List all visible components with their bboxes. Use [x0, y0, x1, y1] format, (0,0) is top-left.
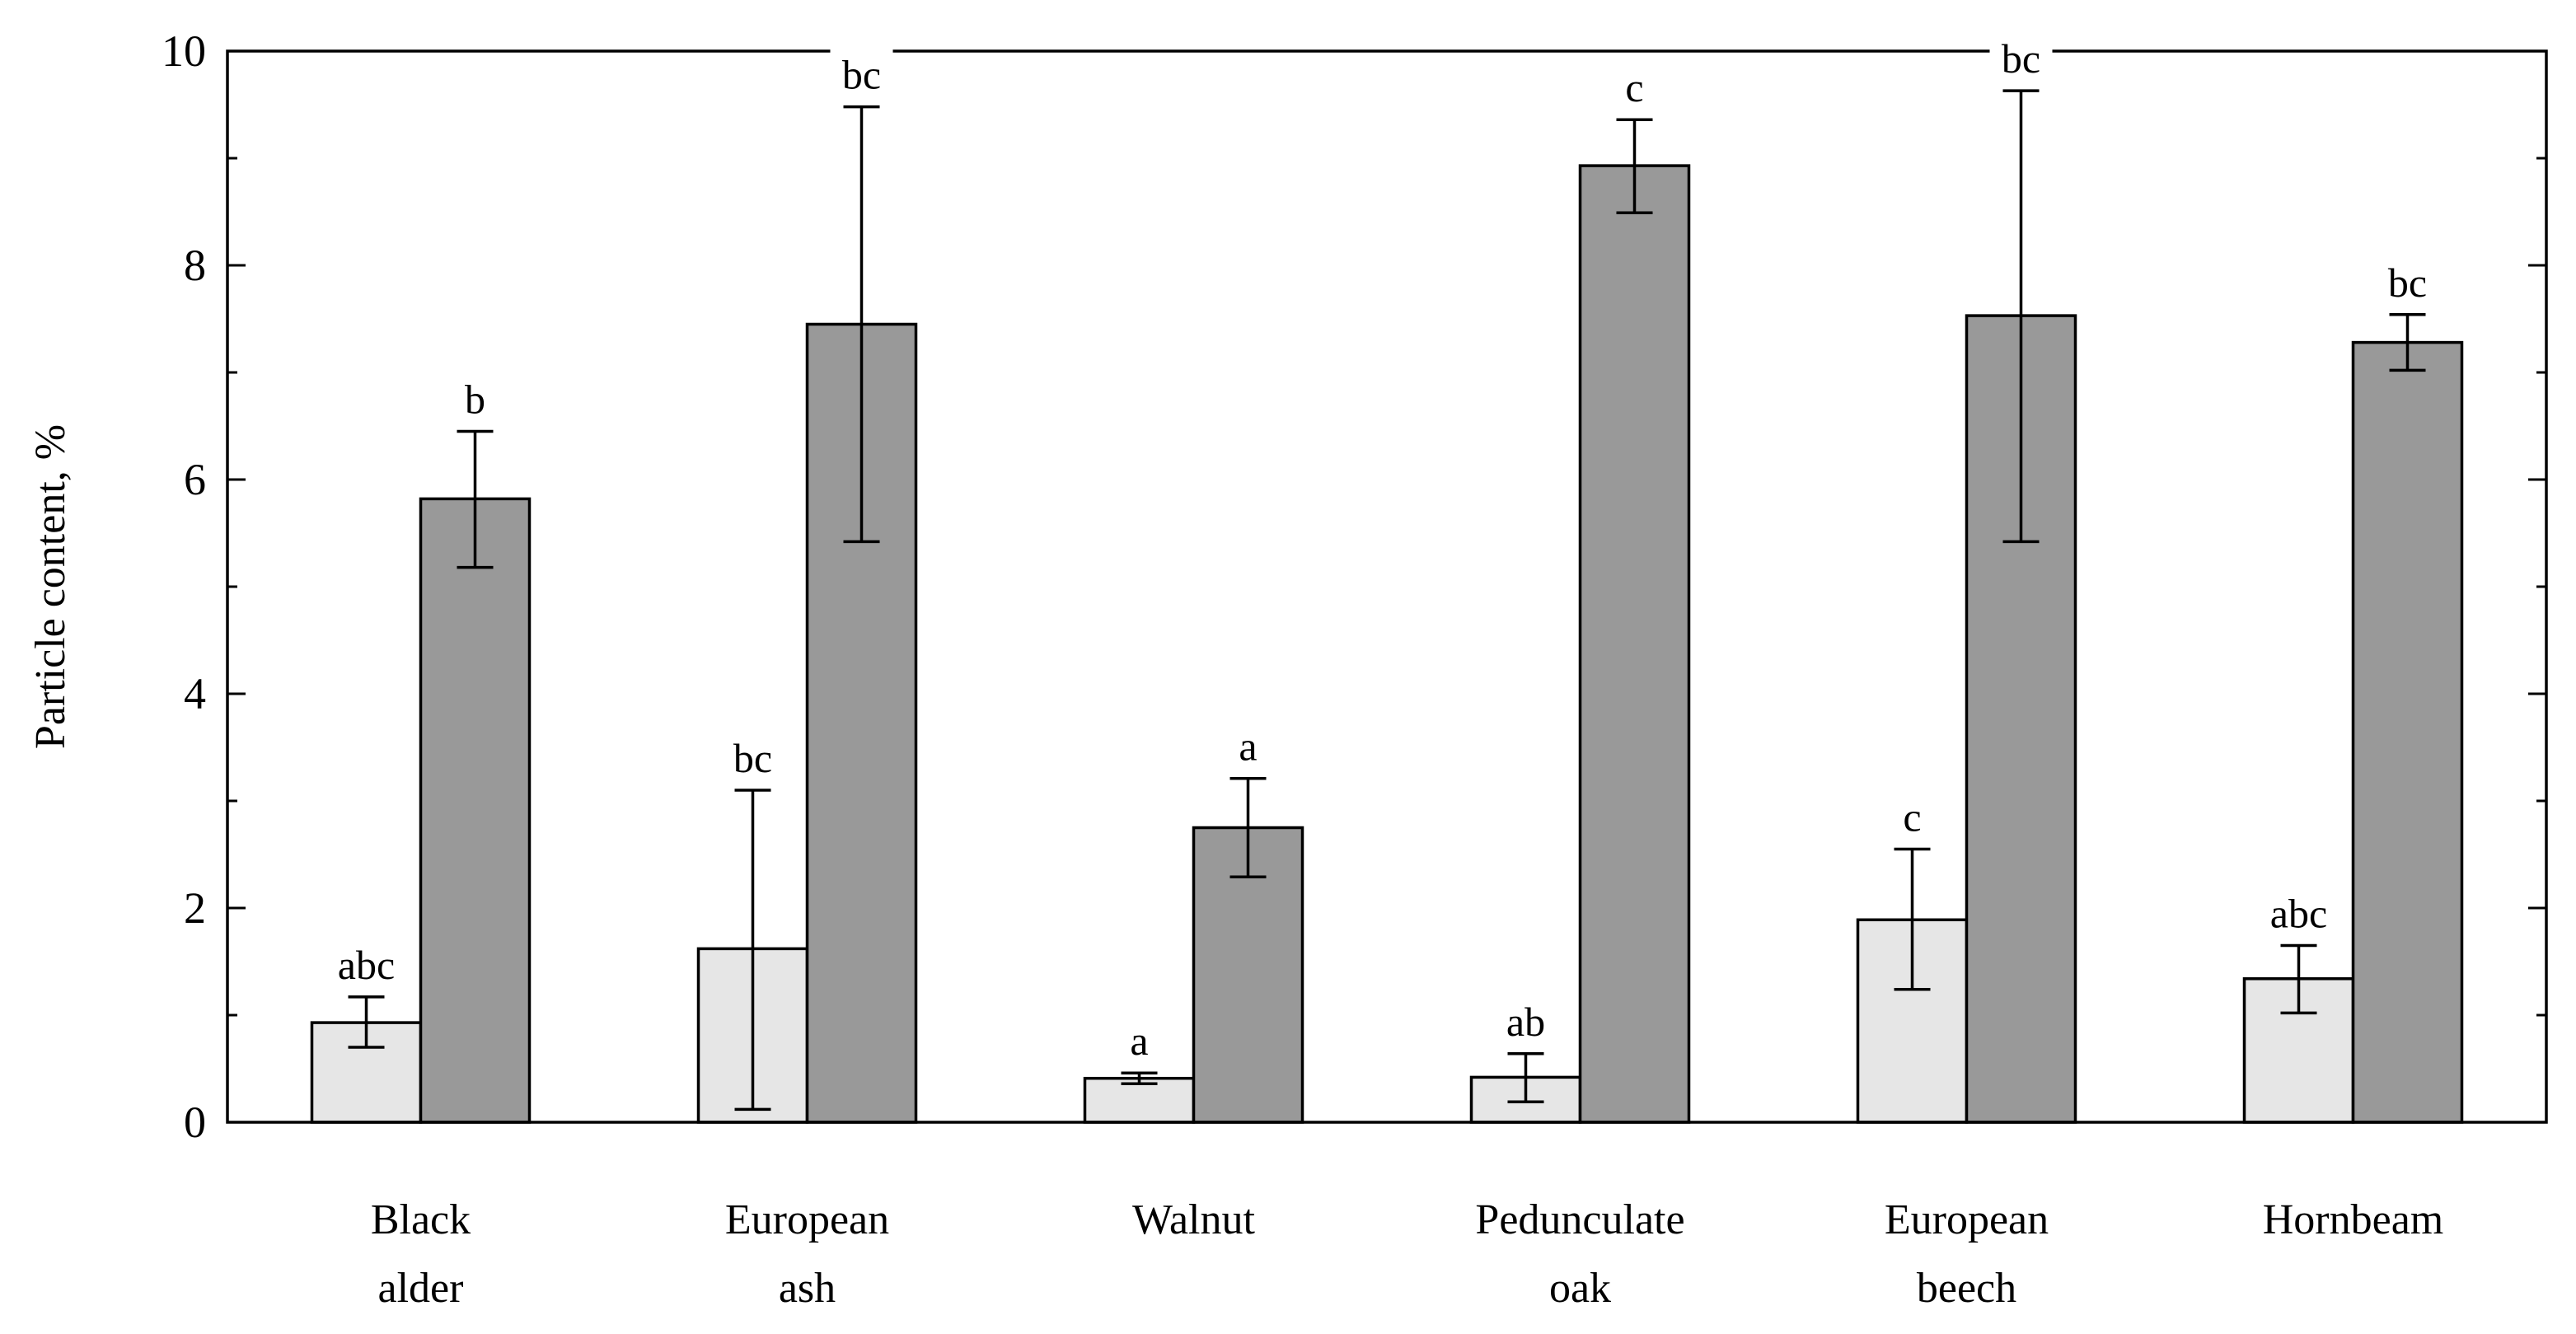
category-label: Pedunculate	[1475, 1196, 1684, 1243]
category-label-line2: oak	[1549, 1265, 1611, 1312]
significance-label: b	[465, 377, 485, 423]
category-label-line2: beech	[1917, 1265, 2016, 1312]
bars-layer	[310, 164, 2464, 1124]
significance-label: bc	[733, 735, 772, 781]
category-label: Walnut	[1132, 1196, 1255, 1243]
y-tick-label: 2	[184, 883, 206, 933]
y-axis-label: Particle content, %	[27, 424, 74, 749]
significance-label: a	[1239, 723, 1257, 770]
significance-label: bc	[2388, 260, 2427, 306]
significance-label: abc	[2270, 891, 2327, 937]
y-tick-label: 4	[184, 669, 206, 718]
significance-label: c	[1625, 64, 1643, 110]
category-label: European	[1885, 1196, 2049, 1243]
category-label-line2: ash	[779, 1265, 836, 1312]
bar-dark-3	[1578, 164, 1691, 1124]
bar-dark-0	[419, 497, 532, 1124]
category-label: Hornbeam	[2263, 1196, 2443, 1243]
significance-label: abc	[338, 942, 395, 988]
y-tick-label: 10	[162, 26, 206, 76]
significance-label: c	[1903, 794, 1921, 840]
y-tick-label: 8	[184, 241, 206, 290]
ticks-layer	[227, 49, 2546, 1124]
plot-frame	[226, 49, 2548, 1124]
sig-label-knockout	[830, 43, 893, 59]
sig-label-knockout	[1989, 43, 2053, 59]
y-tick-label: 0	[184, 1098, 206, 1147]
category-label: Black	[371, 1196, 471, 1243]
y-tick-label: 6	[184, 455, 206, 504]
significance-label: bc	[842, 52, 881, 98]
category-label: European	[725, 1196, 889, 1243]
significance-label: ab	[1506, 999, 1545, 1045]
significance-label: a	[1130, 1018, 1148, 1064]
bar-dark-5	[2351, 340, 2464, 1124]
error-bars-layer	[348, 89, 2426, 1112]
significance-label: bc	[2002, 35, 2040, 82]
category-label-line2: alder	[378, 1265, 464, 1312]
